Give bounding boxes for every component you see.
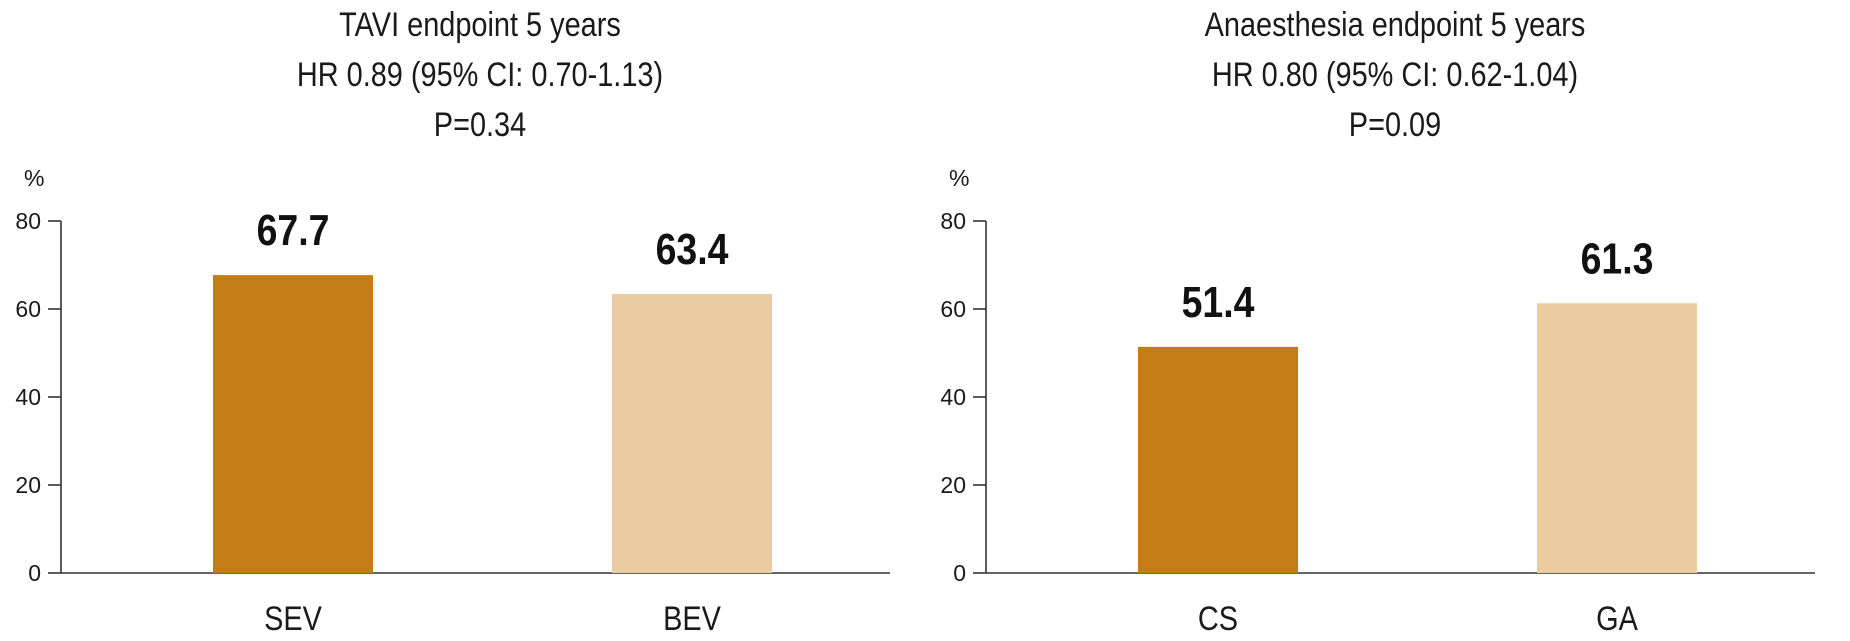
bar-value-label: 61.3 — [1581, 233, 1654, 283]
y-tick-label: 20 — [15, 472, 41, 498]
y-tick-label: 80 — [940, 208, 966, 234]
bar — [213, 275, 373, 573]
bar — [1138, 346, 1298, 573]
chart-title: Anaesthesia endpoint 5 years HR 0.80 (95… — [1065, 0, 1725, 150]
y-tick-label: 40 — [15, 384, 41, 410]
chart-subtitle-p: P=0.34 — [433, 106, 527, 144]
chart-subtitle-hr: HR 0.89 (95% CI: 0.70-1.13) — [296, 56, 664, 94]
y-axis-unit-label: % — [24, 165, 44, 191]
y-tick-label: 40 — [940, 384, 966, 410]
chart-subtitle-p: P=0.09 — [1348, 106, 1442, 144]
x-category-label: CS — [1198, 599, 1238, 638]
chart-title-line: Anaesthesia endpoint 5 years — [1204, 6, 1586, 44]
y-tick-label: 20 — [940, 472, 966, 498]
chart-subtitle-hr: HR 0.80 (95% CI: 0.62-1.04) — [1211, 56, 1579, 94]
bar-chart-tavi: 0 20 40 60 80% 67.7 SEV 63.4 BEV — [15, 165, 890, 638]
y-tick-label: 80 — [15, 208, 41, 234]
x-category-label: GA — [1596, 599, 1638, 638]
bar — [1537, 303, 1697, 573]
x-category-label: BEV — [663, 599, 721, 638]
bar-chart-anaesthesia: 0 20 40 60 80% 51.4 CS 61.3 GA — [940, 165, 1815, 638]
chart-panel-anaesthesia: Anaesthesia endpoint 5 years HR 0.80 (95… — [925, 0, 1850, 641]
y-tick-label: 60 — [940, 296, 966, 322]
y-tick-label: 60 — [15, 296, 41, 322]
y-axis-unit-label: % — [949, 165, 969, 191]
bar — [612, 294, 772, 573]
x-category-label: SEV — [264, 599, 322, 638]
y-tick-label: 0 — [953, 560, 966, 586]
chart-title-line: TAVI endpoint 5 years — [339, 6, 621, 44]
chart-title: TAVI endpoint 5 years HR 0.89 (95% CI: 0… — [180, 0, 780, 150]
bar-value-label: 67.7 — [257, 205, 330, 255]
y-tick-label: 0 — [28, 560, 41, 586]
bar-value-label: 63.4 — [656, 224, 729, 274]
chart-panel-tavi: TAVI endpoint 5 years HR 0.89 (95% CI: 0… — [15, 0, 890, 638]
bar-value-label: 51.4 — [1182, 277, 1255, 327]
